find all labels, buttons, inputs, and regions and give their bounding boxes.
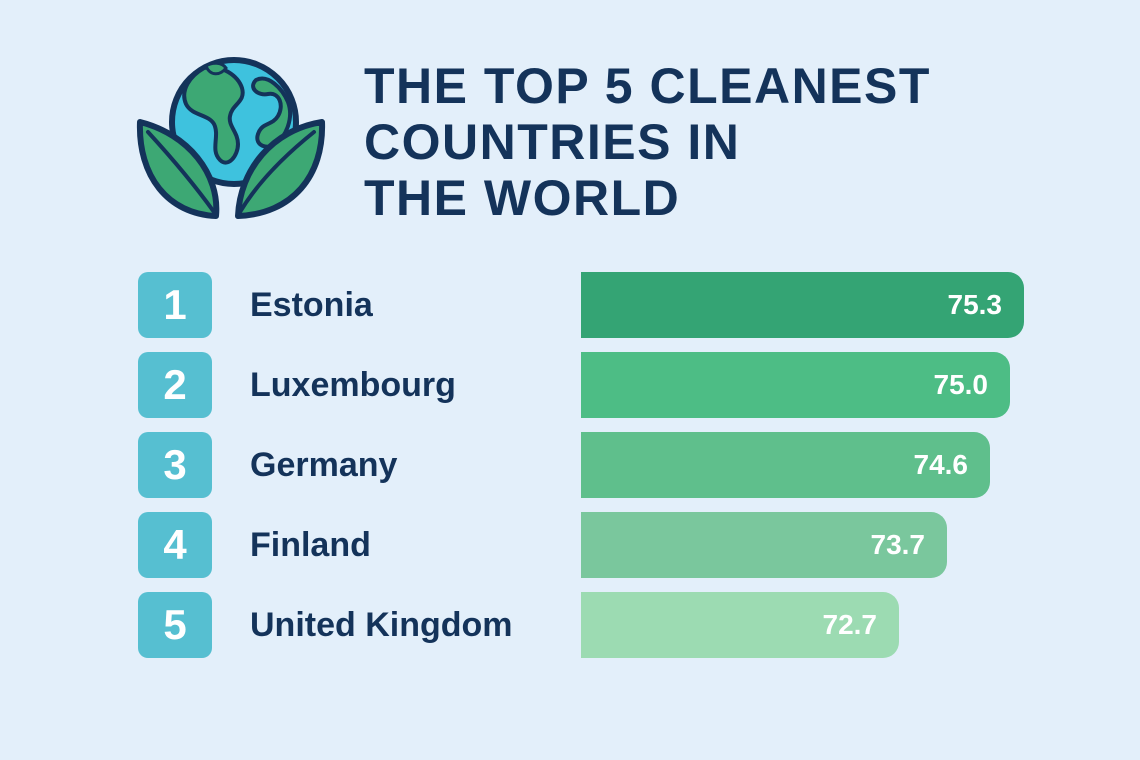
title-line: THE WORLD <box>364 170 681 226</box>
chart-row-2: 2 Luxembourg 75.0 <box>138 352 1038 418</box>
globe-leaves-logo <box>136 57 326 219</box>
country-label: United Kingdom <box>250 606 513 644</box>
rank-badge: 4 <box>138 512 212 578</box>
country-label: Germany <box>250 446 398 484</box>
bar: 75.0 <box>581 352 1010 418</box>
country-label: Luxembourg <box>250 366 456 404</box>
continent-shape <box>182 65 245 165</box>
bar-value-label: 74.6 <box>913 449 969 480</box>
bar-value-label: 75.0 <box>933 369 989 400</box>
rank-badge: 2 <box>138 352 212 418</box>
bar-value-label: 73.7 <box>870 529 926 560</box>
bar: 73.7 <box>581 512 947 578</box>
chart-row-5: 5 United Kingdom 72.7 <box>138 592 1038 658</box>
leaf-icon <box>235 119 326 219</box>
bar-value-label: 72.7 <box>822 609 878 640</box>
continent-shape <box>251 76 293 149</box>
title-line: THE TOP 5 CLEANEST <box>364 58 931 114</box>
rank-badge: 1 <box>138 272 212 338</box>
bar: 72.7 <box>581 592 899 658</box>
page-title: THE TOP 5 CLEANEST COUNTRIES IN THE WORL… <box>364 58 1004 226</box>
rank-badge: 5 <box>138 592 212 658</box>
chart-row-1: 1 Estonia 75.3 <box>138 272 1038 338</box>
title-line: COUNTRIES IN <box>364 114 741 170</box>
rank-badge: 3 <box>138 432 212 498</box>
bar: 75.3 <box>581 272 1024 338</box>
chart-row-4: 4 Finland 73.7 <box>138 512 1038 578</box>
chart-row-3: 3 Germany 74.6 <box>138 432 1038 498</box>
bar-value-label: 75.3 <box>947 289 1003 320</box>
bar: 74.6 <box>581 432 990 498</box>
continent-shape <box>204 61 228 76</box>
country-label: Finland <box>250 526 371 564</box>
country-label: Estonia <box>250 286 373 324</box>
